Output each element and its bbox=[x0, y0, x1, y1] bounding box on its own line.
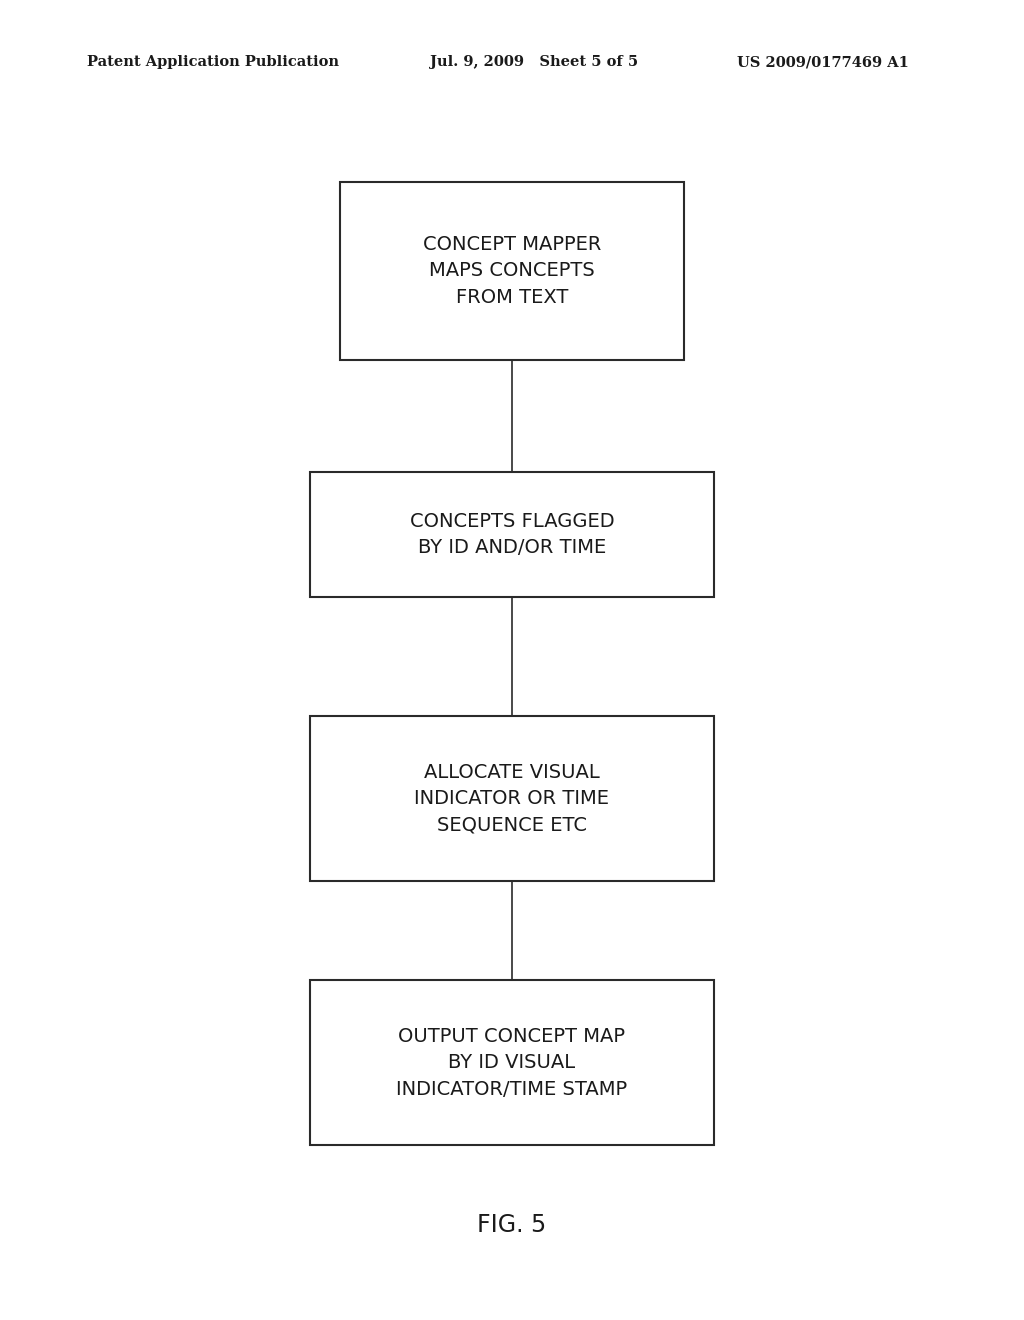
FancyBboxPatch shape bbox=[340, 181, 684, 359]
FancyBboxPatch shape bbox=[309, 473, 715, 597]
Text: CONCEPT MAPPER
MAPS CONCEPTS
FROM TEXT: CONCEPT MAPPER MAPS CONCEPTS FROM TEXT bbox=[423, 235, 601, 306]
Text: US 2009/0177469 A1: US 2009/0177469 A1 bbox=[737, 55, 909, 70]
Text: Patent Application Publication: Patent Application Publication bbox=[87, 55, 339, 70]
Text: Jul. 9, 2009   Sheet 5 of 5: Jul. 9, 2009 Sheet 5 of 5 bbox=[430, 55, 638, 70]
Text: FIG. 5: FIG. 5 bbox=[477, 1213, 547, 1237]
Text: CONCEPTS FLAGGED
BY ID AND/OR TIME: CONCEPTS FLAGGED BY ID AND/OR TIME bbox=[410, 512, 614, 557]
FancyBboxPatch shape bbox=[309, 715, 715, 882]
Text: ALLOCATE VISUAL
INDICATOR OR TIME
SEQUENCE ETC: ALLOCATE VISUAL INDICATOR OR TIME SEQUEN… bbox=[415, 763, 609, 834]
Text: OUTPUT CONCEPT MAP
BY ID VISUAL
INDICATOR/TIME STAMP: OUTPUT CONCEPT MAP BY ID VISUAL INDICATO… bbox=[396, 1027, 628, 1098]
FancyBboxPatch shape bbox=[309, 979, 715, 1144]
